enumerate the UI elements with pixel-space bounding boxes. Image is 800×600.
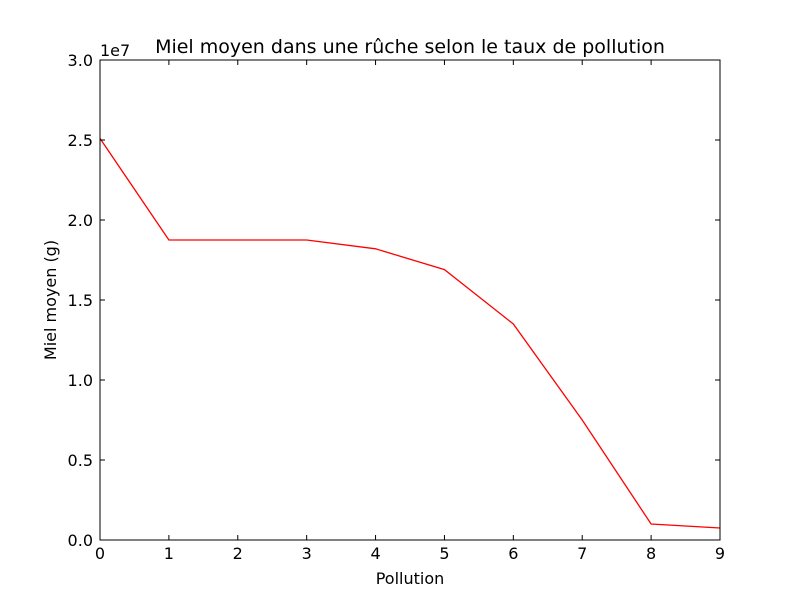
x-axis-title: Pollution [376, 569, 445, 588]
y-tick-label: 0.5 [68, 451, 93, 470]
y-tick-label: 1.5 [68, 291, 93, 310]
y-tick-label: 2.5 [68, 131, 93, 150]
y-axis-title: Miel moyen (g) [41, 240, 60, 360]
x-tick-label: 6 [508, 544, 518, 563]
x-tick-label: 8 [646, 544, 656, 563]
x-tick-label: 5 [439, 544, 449, 563]
y-offset-label: 1e7 [100, 41, 130, 60]
x-tick-label: 0 [95, 544, 105, 563]
x-tick-label: 2 [233, 544, 243, 563]
axis-ticks: 0 1 2 3 4 5 6 7 8 9 0.0 0.5 1.0 1.5 2.0 2.5 3.0 [68, 51, 726, 563]
x-tick-label: 7 [577, 544, 587, 563]
plot-area [99, 59, 721, 541]
x-tick-label: 1 [164, 544, 174, 563]
y-tick-label: 2.0 [68, 211, 93, 230]
y-tick-label: 3.0 [68, 51, 93, 70]
axes-frame [99, 59, 721, 541]
chart-title: Miel moyen dans une rûche selon le taux … [155, 36, 665, 58]
y-tick-label: 0.0 [68, 531, 93, 550]
x-tick-label: 3 [302, 544, 312, 563]
x-tick-label: 9 [715, 544, 725, 563]
x-tick-label: 4 [370, 544, 380, 563]
series-line-0 [99, 138, 721, 529]
y-tick-label: 1.0 [68, 371, 93, 390]
